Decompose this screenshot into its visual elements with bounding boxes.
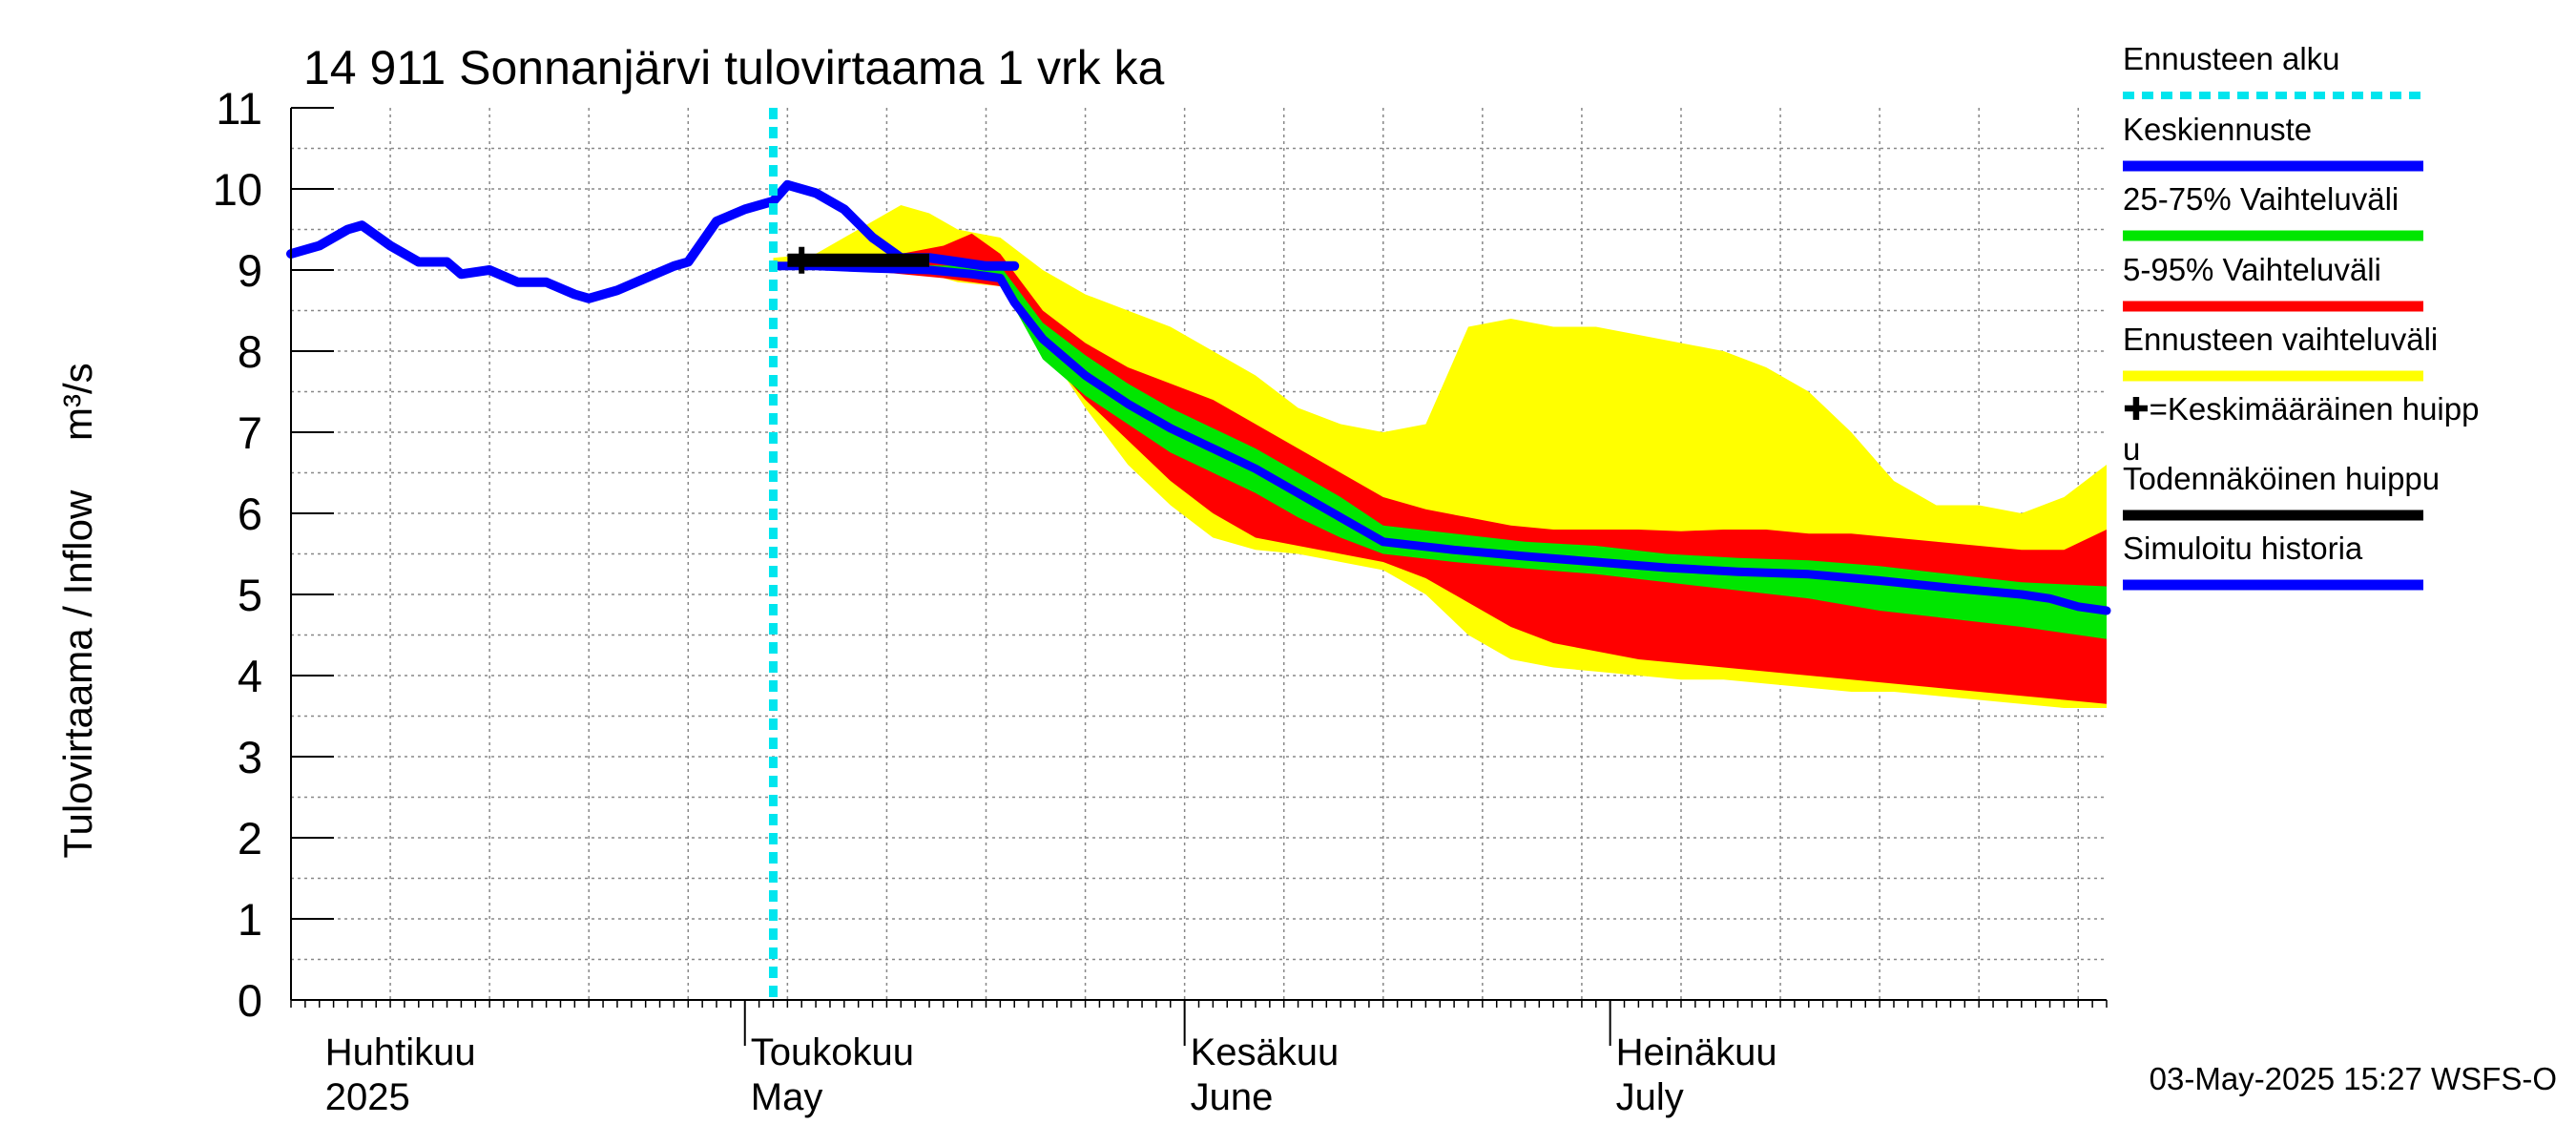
y-axis-label: Tulovirtaama / Inflow (55, 489, 100, 859)
month-label-fi: Huhtikuu (325, 1031, 476, 1073)
median-forecast-line (769, 261, 2111, 615)
chart-title: 14 911 Sonnanjärvi tulovirtaama 1 vrk ka (303, 41, 1165, 94)
timestamp-footer: 03-May-2025 15:27 WSFS-O (2150, 1061, 2557, 1096)
y-tick-label: 1 (238, 894, 262, 945)
y-tick-label: 7 (238, 407, 262, 458)
legend-label: Ennusteen vaihteluväli (2123, 322, 2438, 357)
svg-text:Tulovirtaama / Inflow m³: Tulovirtaama / Inflow m³/s (55, 363, 100, 858)
legend-label: Todennäköinen huippu (2123, 461, 2440, 496)
month-label-fi: Toukokuu (751, 1031, 914, 1073)
legend-label: Ennusteen alku (2123, 41, 2340, 76)
month-label-fi: Heinäkuu (1616, 1031, 1777, 1073)
y-tick-label: 6 (238, 489, 262, 539)
y-tick-label: 3 (238, 732, 262, 782)
y-tick-label: 8 (238, 326, 262, 377)
month-label-en: July (1616, 1076, 1684, 1118)
month-label-en: 2025 (325, 1076, 410, 1118)
y-tick-label: 4 (238, 651, 262, 701)
month-label-en: June (1191, 1076, 1274, 1118)
legend: Ennusteen alku Keskiennuste 25-75% Vaihtel… (2123, 41, 2479, 591)
legend-label: Simuloitu historia (2123, 531, 2363, 566)
legend-label: 25-75% Vaihteluväli (2123, 181, 2399, 217)
legend-label: Keskiennuste (2123, 112, 2312, 147)
legend-label: 5-95% Vaihteluväli (2123, 252, 2381, 287)
y-tick-label: 2 (238, 813, 262, 864)
mean-peak-marker (788, 246, 816, 274)
y-axis-title: Tulovirtaama / Inflow m³/s (55, 363, 100, 858)
y-tick-label: 9 (238, 245, 262, 296)
band-25-75 (773, 263, 2107, 639)
history-line (286, 179, 1020, 303)
y-tick-label: 11 (216, 83, 262, 134)
legend-label: ✚=Keskimääräinen huipp (2123, 391, 2479, 427)
y-tick-label: 5 (238, 570, 262, 620)
month-label-fi: Kesäkuu (1191, 1031, 1340, 1073)
month-label-en: May (751, 1076, 823, 1118)
y-tick-label: 0 (238, 975, 262, 1026)
y-axis-unit: m³/s (55, 363, 100, 441)
y-tick-label: 10 (213, 164, 262, 215)
legend-label-continued: u (2123, 431, 2140, 467)
grid (291, 108, 2107, 1000)
